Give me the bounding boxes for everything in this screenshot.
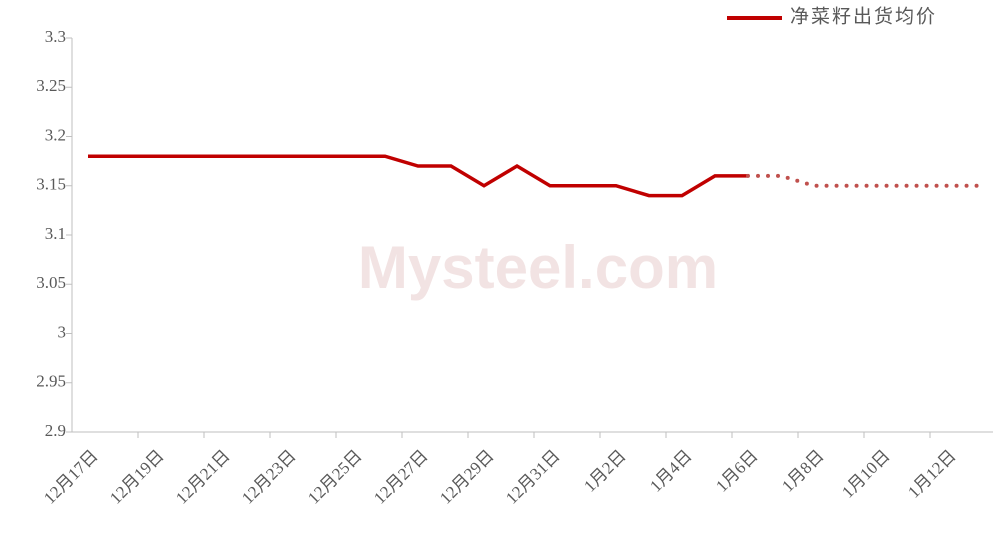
y-tick-label: 3.15 — [36, 175, 66, 194]
x-tick-label: 12月17日 — [40, 446, 102, 508]
x-tick-label: 1月12日 — [904, 446, 960, 502]
x-tick-label: 1月6日 — [712, 446, 761, 495]
y-tick-label: 3.3 — [45, 27, 66, 46]
x-tick-label: 12月25日 — [304, 446, 366, 508]
y-tick-label: 3.05 — [36, 273, 66, 292]
x-tick-label: 1月10日 — [838, 446, 894, 502]
x-tick-label: 12月23日 — [238, 446, 300, 508]
line-dotted — [746, 173, 981, 188]
y-tick-label: 3.1 — [45, 224, 66, 243]
x-tick-label: 1月4日 — [646, 446, 695, 495]
line-solid — [88, 154, 748, 198]
y-tick-label: 3.25 — [36, 76, 66, 95]
x-tick-label: 12月21日 — [172, 446, 234, 508]
y-tick-label: 3.2 — [45, 125, 66, 144]
x-tick-label: 12月31日 — [502, 446, 564, 508]
y-tick-label: 3 — [58, 322, 67, 341]
watermark: Mysteel.com — [358, 234, 718, 301]
x-tick-label: 1月2日 — [580, 446, 629, 495]
legend-label: 净菜籽出货均价 — [790, 5, 937, 27]
x-tick-label: 12月29日 — [436, 446, 498, 508]
x-tick-label: 12月27日 — [370, 446, 432, 508]
y-tick-label: 2.95 — [36, 372, 66, 391]
x-tick-label: 1月8日 — [778, 446, 827, 495]
y-tick-label: 2.9 — [45, 421, 66, 440]
x-tick-label: 12月19日 — [106, 446, 168, 508]
